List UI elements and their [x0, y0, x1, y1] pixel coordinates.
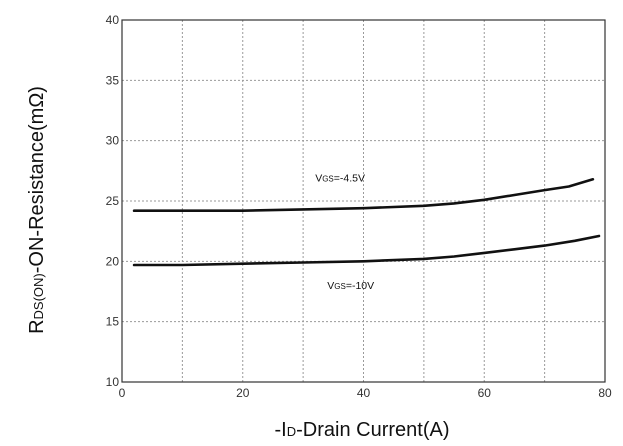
series-group	[132, 178, 601, 267]
tick-labels: 0 20 40 60 80 10 15 20 25 30 35 40	[106, 13, 612, 400]
plot-frame	[121, 19, 606, 383]
y-tick-label: 25	[106, 194, 120, 208]
y-tick-label: 15	[106, 315, 120, 329]
series-line-1	[132, 178, 595, 212]
x-tick-label: 40	[357, 386, 371, 400]
y-tick-label: 20	[106, 254, 120, 268]
x-tick-label: 60	[478, 386, 492, 400]
series-line-2	[132, 234, 601, 267]
y-axis-label: RDS(ON)-ON-Resistance(mΩ)	[26, 86, 48, 334]
x-tick-label: 80	[598, 386, 612, 400]
x-axis-label: -ID-Drain Current(A)	[275, 419, 450, 441]
series-annotations: VGS=-4.5V VGS=-10V	[315, 173, 374, 292]
y-tick-label: 35	[106, 73, 120, 87]
series-label-1: VGS=-4.5V	[315, 173, 365, 185]
y-tick-label: 30	[106, 134, 120, 148]
y-tick-label: 10	[106, 375, 120, 389]
y-tick-label: 40	[106, 13, 120, 27]
series-label-2: VGS=-10V	[327, 280, 374, 292]
x-tick-label: 0	[119, 386, 126, 400]
x-tick-label: 20	[236, 386, 250, 400]
